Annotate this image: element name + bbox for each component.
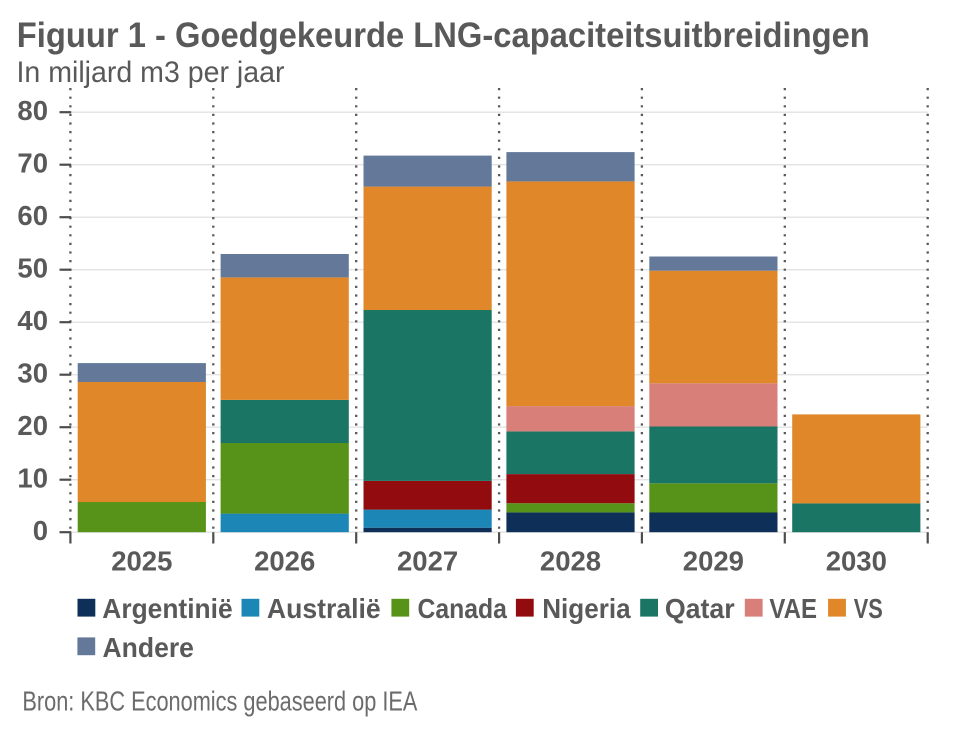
- svg-text:Australië: Australië: [267, 593, 381, 624]
- svg-text:2028: 2028: [540, 546, 601, 577]
- svg-text:Bron: KBC Economics gebaseerd: Bron: KBC Economics gebaseerd op IEA: [22, 685, 418, 716]
- svg-text:VS: VS: [854, 593, 883, 624]
- svg-text:In miljard m3 per jaar: In miljard m3 per jaar: [17, 56, 285, 89]
- svg-text:Qatar: Qatar: [665, 593, 735, 624]
- svg-text:Argentinië: Argentinië: [102, 593, 232, 624]
- svg-text:2027: 2027: [397, 546, 458, 577]
- svg-text:80: 80: [17, 95, 48, 126]
- svg-text:70: 70: [17, 148, 48, 179]
- svg-text:2030: 2030: [826, 546, 887, 577]
- svg-text:Figuur 1 - Goedgekeurde LNG-ca: Figuur 1 - Goedgekeurde LNG-capaciteitsu…: [17, 16, 870, 55]
- svg-text:2025: 2025: [111, 546, 172, 577]
- svg-text:10: 10: [17, 463, 48, 494]
- svg-text:Nigeria: Nigeria: [542, 593, 631, 624]
- svg-text:50: 50: [17, 253, 48, 284]
- svg-text:Andere: Andere: [103, 632, 194, 663]
- svg-text:20: 20: [17, 410, 48, 441]
- svg-text:40: 40: [17, 305, 48, 336]
- svg-text:Canada: Canada: [418, 593, 508, 624]
- svg-text:0: 0: [33, 515, 48, 546]
- svg-text:60: 60: [17, 200, 48, 231]
- svg-text:2029: 2029: [683, 546, 744, 577]
- svg-text:2026: 2026: [254, 546, 315, 577]
- svg-text:VAE: VAE: [769, 593, 817, 624]
- svg-text:30: 30: [17, 358, 48, 389]
